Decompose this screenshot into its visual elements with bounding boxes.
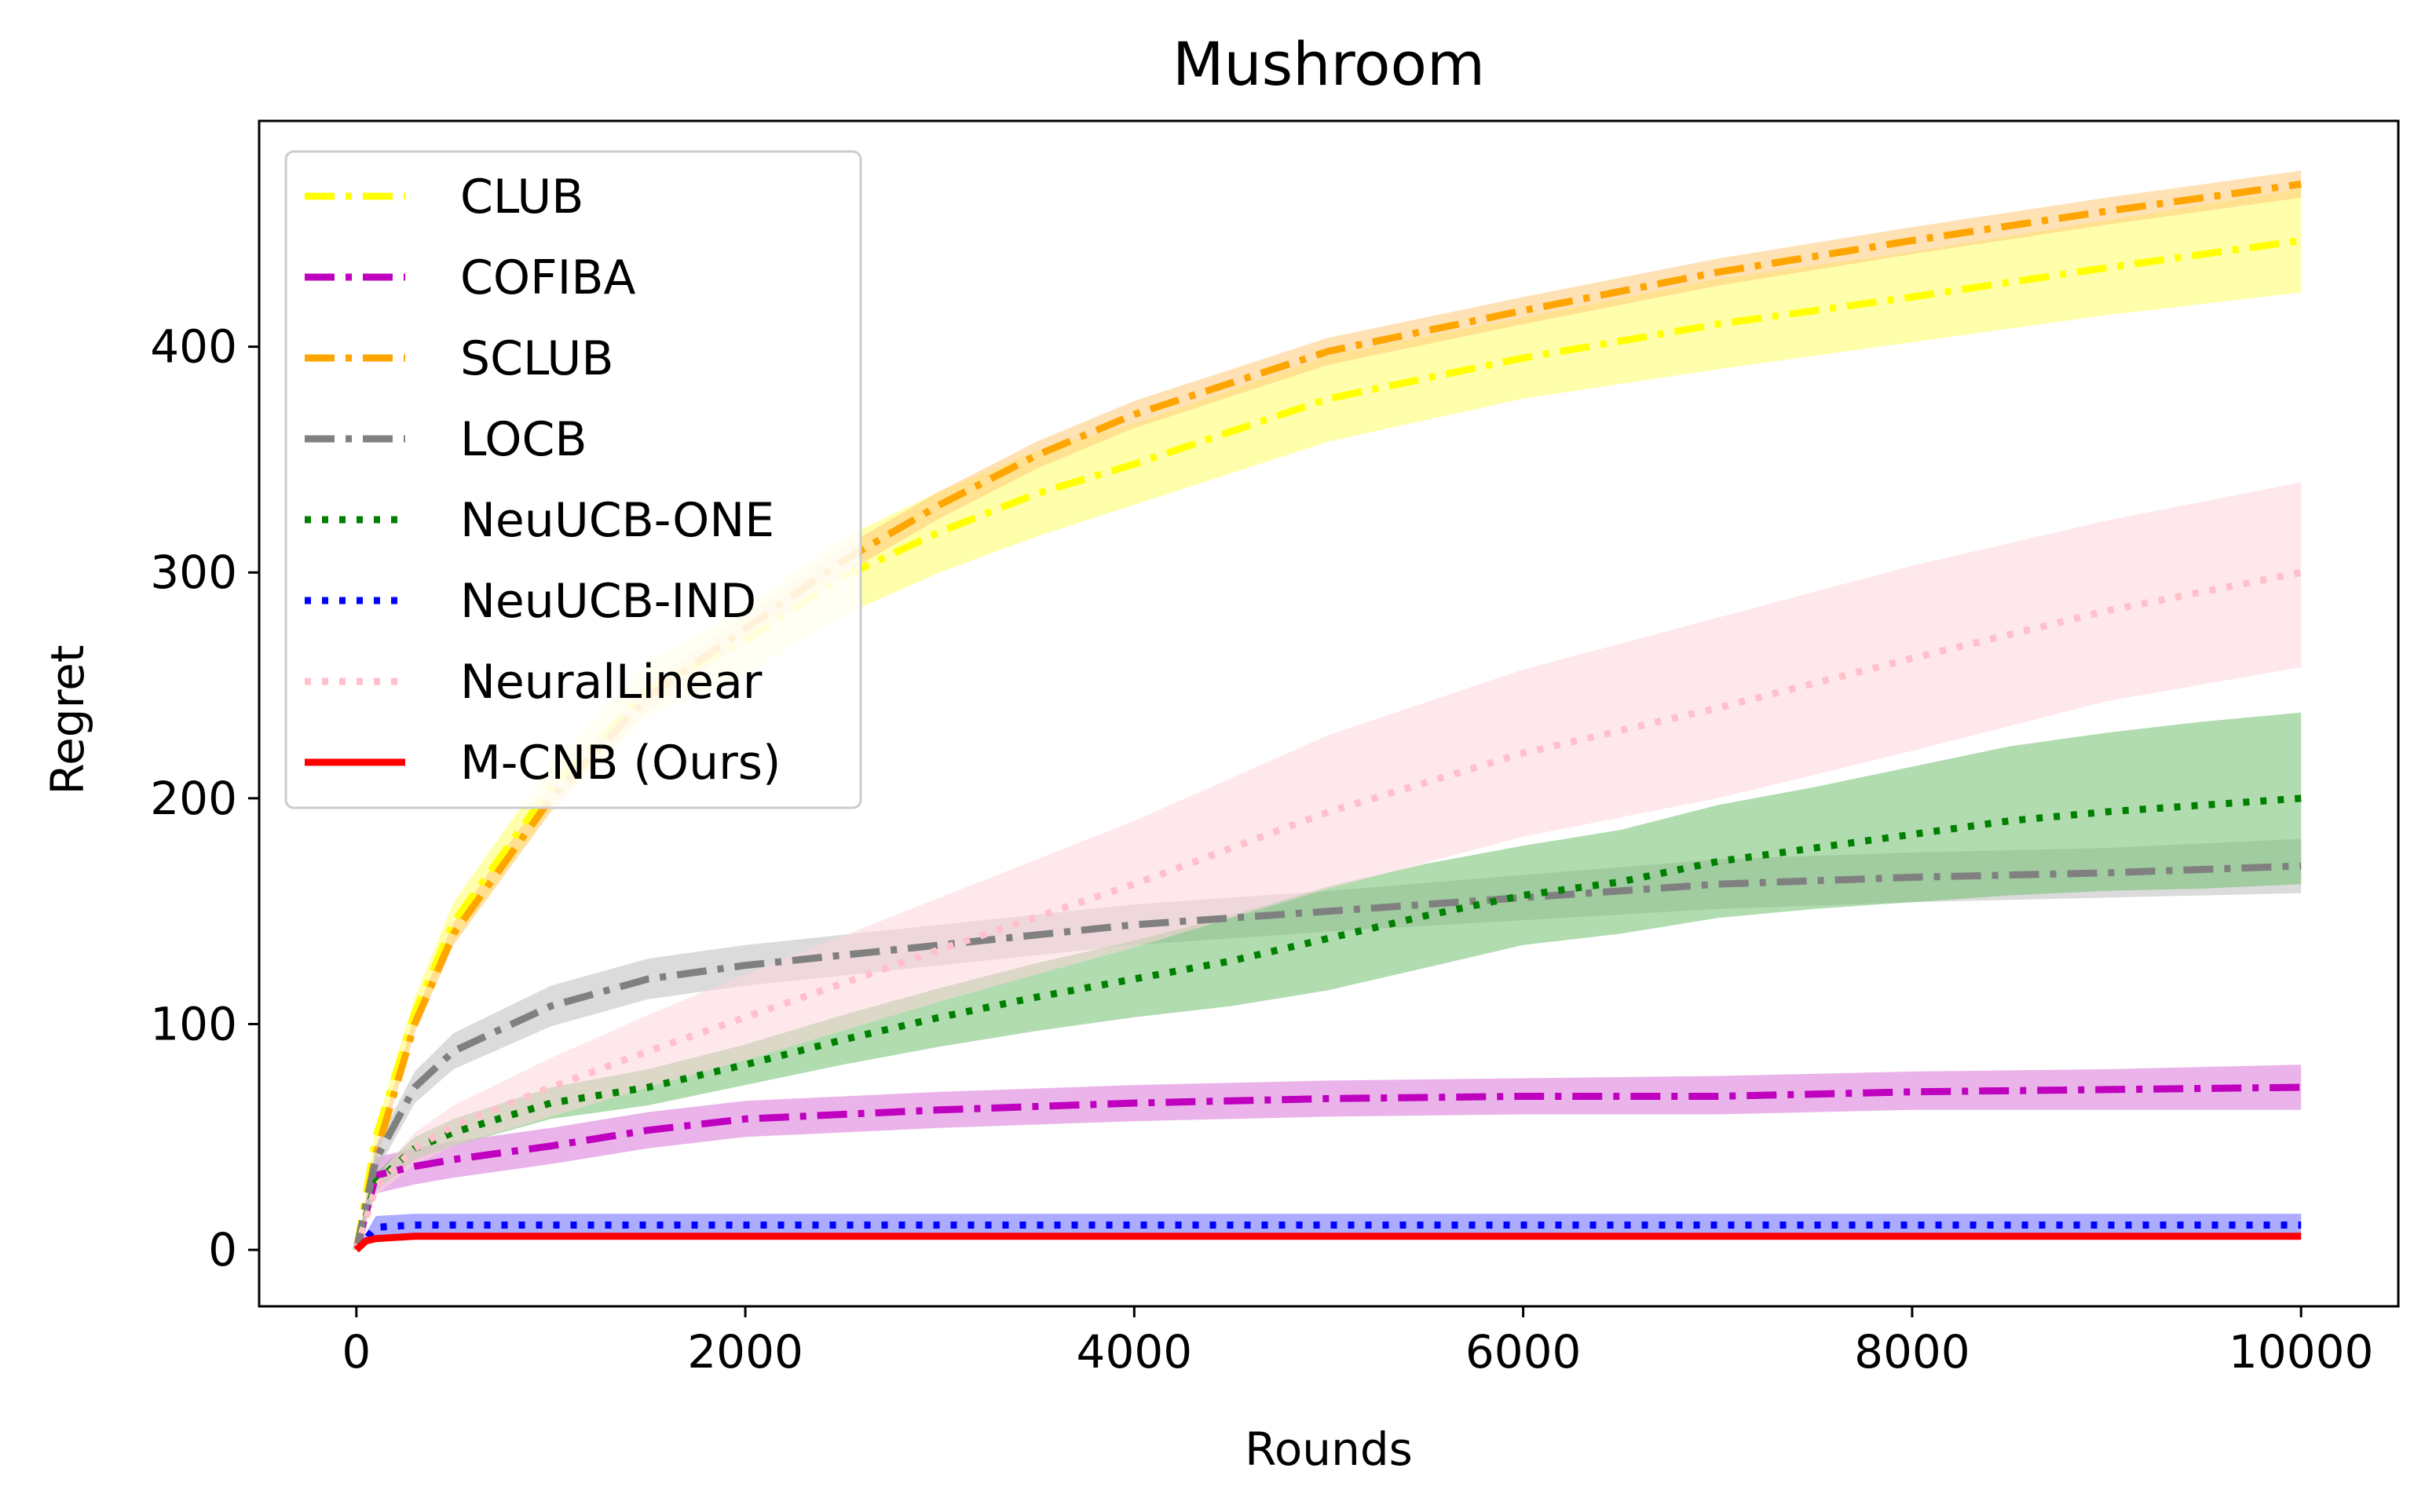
legend-label-m-cnb-ours: M-CNB (Ours) xyxy=(460,736,781,791)
line-club xyxy=(353,236,2302,1251)
legend-label-cofiba: COFIBA xyxy=(460,250,636,305)
x-tick-label: 4000 xyxy=(1077,1325,1193,1379)
line-neuucb-ind xyxy=(353,1222,2302,1253)
y-tick-label: 200 xyxy=(150,772,237,825)
band-neuucb-ind xyxy=(356,1214,2302,1251)
x-tick-label: 0 xyxy=(342,1325,371,1379)
legend: CLUB COFIBA SCLUB LOCB NeuUCB-ONE NeuUCB-IND N… xyxy=(284,150,862,809)
legend-label-neurallinear: NeuralLinear xyxy=(460,655,763,710)
y-tick-label: 400 xyxy=(150,320,237,374)
x-tick-label: 10000 xyxy=(2229,1325,2374,1379)
x-axis-label: Rounds xyxy=(1245,1423,1413,1476)
y-tick-label: 300 xyxy=(150,546,237,599)
legend-label-sclub: SCLUB xyxy=(460,331,614,386)
x-tick-label: 2000 xyxy=(687,1325,803,1379)
y-tick-label: 100 xyxy=(150,997,237,1050)
x-tick-label: 6000 xyxy=(1465,1325,1582,1379)
y-tick-label: 0 xyxy=(208,1223,237,1276)
legend-label-locb: LOCB xyxy=(460,412,587,467)
legend-label-neuucb-one: NeuUCB-ONE xyxy=(460,493,774,548)
plot-area-frame xyxy=(258,119,2400,1308)
legend-label-club: CLUB xyxy=(460,170,583,225)
line-sclub xyxy=(353,181,2302,1251)
y-axis-label: Regret xyxy=(41,645,94,794)
x-axis-ticks: 0 2000 4000 6000 8000 10000 xyxy=(342,1306,2373,1379)
legend-label-neuucb-ind: NeuUCB-IND xyxy=(460,574,756,629)
line-cofiba xyxy=(353,1083,2302,1251)
band-neurallinear xyxy=(356,482,2302,1251)
chart-title: Mushroom xyxy=(1172,29,1485,99)
y-axis-ticks: 0 100 200 300 400 xyxy=(150,320,259,1276)
series-lines xyxy=(353,181,2302,1253)
legend-box xyxy=(284,150,862,809)
band-club xyxy=(356,188,2302,1251)
line-locb xyxy=(353,862,2302,1251)
line-m-cnb-ours xyxy=(353,1233,2302,1253)
x-tick-label: 8000 xyxy=(1854,1325,1970,1379)
